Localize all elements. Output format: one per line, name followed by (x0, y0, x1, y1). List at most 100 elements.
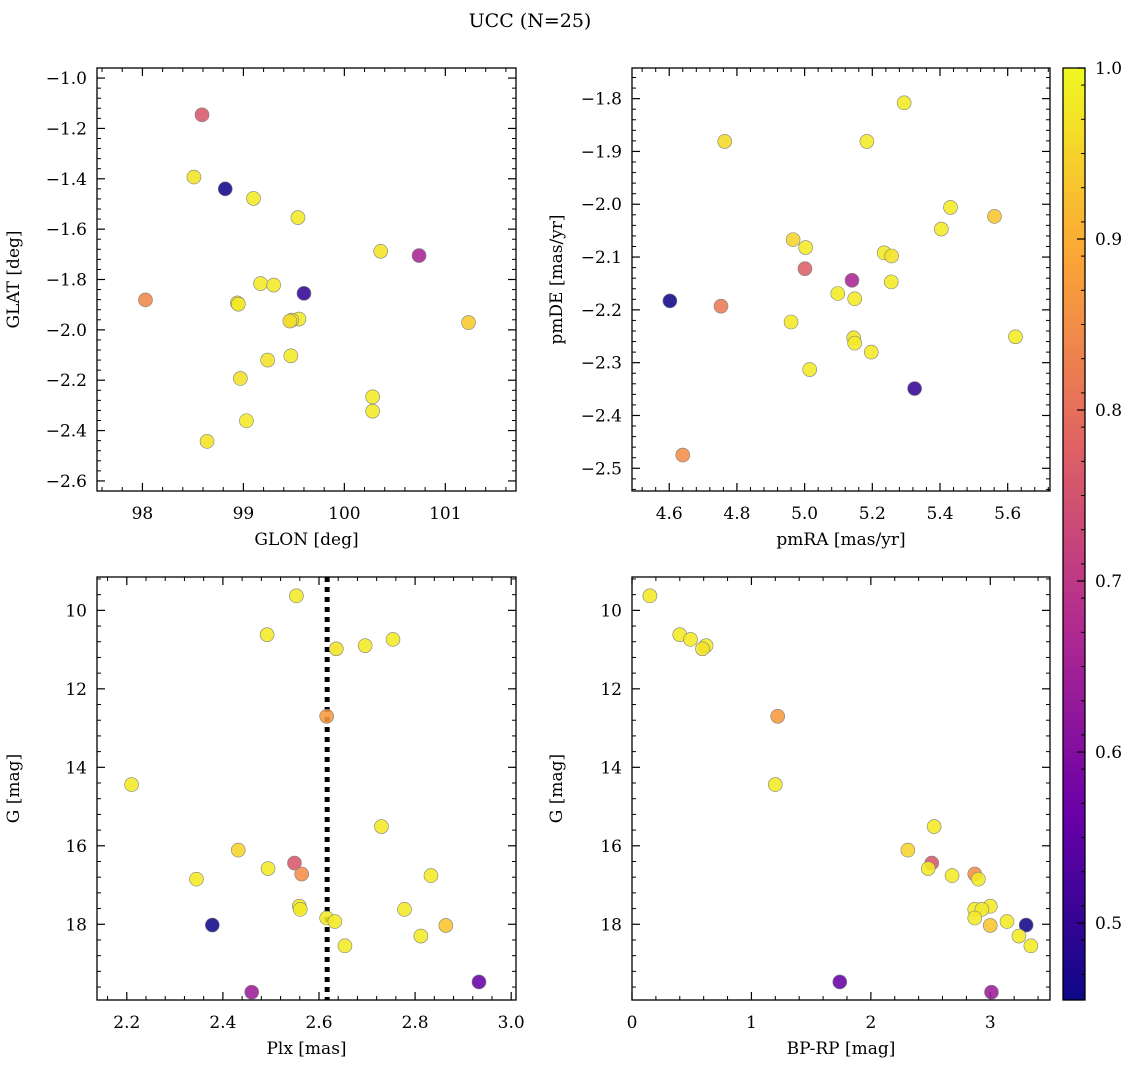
y-tick-label: 14 (600, 758, 622, 778)
colorbar-tick-label: 0.6 (1095, 743, 1122, 763)
scatter-point (124, 777, 139, 792)
colorbar-tick-label: 0.8 (1095, 401, 1122, 421)
y-tick-label: 14 (65, 758, 87, 778)
scatter-point (934, 221, 949, 237)
scatter-point (783, 314, 799, 330)
scatter-point (847, 291, 863, 307)
scatter-point (260, 861, 276, 876)
scatter-point (798, 240, 813, 255)
scatter-point (328, 641, 344, 657)
x-tick-label: 1 (746, 1013, 757, 1033)
panel-glon-glat: 98 99 100 101 −2.6 −2.4 −2.2 −2.0 −1.8 −1.6 −1.4 −1… (4, 67, 517, 550)
scatter-point (239, 413, 254, 429)
x-tick-label: 2.4 (209, 1013, 236, 1033)
y-tick-label: −1.8 (46, 271, 87, 291)
scatter-point (695, 641, 710, 657)
scatter-point (982, 918, 998, 933)
scatter-point (832, 974, 848, 990)
scatter-point (713, 298, 729, 314)
scatter-point (1011, 928, 1027, 944)
scatter-point (1023, 938, 1039, 954)
colorbar-bar (1062, 67, 1086, 1001)
scatter-point (282, 313, 298, 329)
y-axis-label: G [mag] (4, 754, 24, 823)
scatter-point (920, 861, 936, 876)
scatter-point (683, 632, 698, 647)
scatter-point (967, 910, 983, 926)
scatter-point (217, 181, 233, 197)
scatter-point (438, 918, 454, 933)
y-tick-label: −1.0 (46, 69, 87, 89)
x-tick-label: 4.8 (723, 504, 750, 524)
y-tick-label: −2.2 (581, 301, 622, 321)
colorbar-tick-label: 1.0 (1095, 59, 1122, 79)
scatter-point (770, 708, 786, 724)
x-tick-label: 98 (132, 504, 154, 524)
scatter-point (987, 209, 1002, 224)
scatter-point (230, 842, 246, 858)
y-axis-label: G [mag] (547, 754, 567, 823)
scatter-point (1008, 329, 1023, 345)
x-tick-label: 2.6 (305, 1013, 332, 1033)
y-tick-label: −2.0 (581, 195, 622, 215)
scatter-point (289, 588, 304, 604)
scatter-point (423, 868, 439, 883)
y-tick-label: −2.6 (46, 472, 87, 492)
x-axis-label: BP-RP [mag] (787, 1039, 896, 1059)
scatter-point (246, 191, 261, 206)
y-tick-label: 12 (600, 680, 622, 700)
plot-frame (631, 67, 1051, 492)
y-tick-label: −1.6 (46, 220, 87, 240)
y-tick-label: 10 (600, 601, 622, 621)
x-tick-label: 0 (627, 1013, 638, 1033)
scatter-point (768, 777, 783, 792)
scatter-point (984, 984, 999, 1000)
scatter-point (971, 871, 986, 887)
scatter-point (186, 169, 202, 185)
x-tick-label: 2.2 (113, 1013, 140, 1033)
plot-frame (631, 576, 1051, 1001)
scatter-point (944, 868, 960, 883)
y-axis-label: GLAT [deg] (4, 230, 24, 328)
scatter-point (283, 348, 299, 364)
x-axis-label: GLON [deg] (254, 530, 358, 550)
scatter-point (884, 248, 899, 264)
scatter-point (189, 871, 204, 887)
y-axis-label: pmDE [mas/yr] (547, 214, 567, 344)
x-tick-label: 4.6 (656, 504, 683, 524)
scatter-point (662, 293, 678, 309)
scatter-point (943, 200, 958, 215)
scatter-point (397, 902, 412, 917)
scatter-point (233, 371, 248, 386)
y-tick-label: −2.2 (46, 371, 87, 391)
scatter-point (199, 434, 215, 449)
y-tick-label: −2.3 (581, 354, 622, 374)
x-axis-label: pmRA [mas/yr] (776, 530, 905, 550)
y-tick-label: −2.5 (581, 459, 622, 479)
scatter-point (797, 261, 813, 276)
panels: 98 99 100 101−2.6−2.4−2.2−2.0−1.8−1.6−1.4−1… (4, 67, 1051, 1059)
y-tick-label: 16 (600, 837, 622, 857)
y-tick-label: 12 (65, 680, 87, 700)
scatter-point (253, 276, 268, 291)
scatter-point (1018, 917, 1034, 933)
scatter-point (327, 914, 343, 929)
colorbar-tick-label: 0.5 (1095, 914, 1122, 934)
scatter-point (194, 107, 210, 123)
scatter-point (374, 819, 389, 834)
scatter-point (461, 315, 476, 330)
colorbar-tick-label: 0.7 (1095, 572, 1122, 592)
scatter-point (287, 855, 302, 871)
scatter-point (138, 292, 153, 308)
scatter-point (844, 272, 860, 288)
scatter-point (802, 362, 817, 377)
x-tick-label: 99 (233, 504, 255, 524)
colorbar: 0.5 0.6 0.7 0.8 0.9 1.0 (1062, 59, 1122, 1001)
y-tick-label: −1.2 (46, 119, 87, 139)
x-tick-label: 5.2 (859, 504, 886, 524)
plot-frame (96, 576, 517, 1001)
scatter-point (259, 627, 275, 642)
x-tick-label: 2.8 (402, 1013, 429, 1033)
